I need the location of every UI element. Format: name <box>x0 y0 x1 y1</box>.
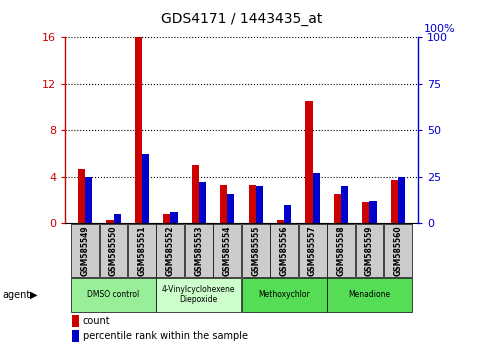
Bar <box>128 224 156 277</box>
Bar <box>78 169 85 223</box>
Bar <box>106 220 114 223</box>
Bar <box>334 194 341 223</box>
Text: GSM585552: GSM585552 <box>166 225 175 276</box>
Bar <box>72 330 79 342</box>
Bar <box>249 185 256 223</box>
Text: GSM585549: GSM585549 <box>81 225 90 276</box>
Bar <box>284 205 291 223</box>
Bar <box>185 224 213 277</box>
Text: GSM585560: GSM585560 <box>393 225 402 276</box>
Text: GSM585558: GSM585558 <box>337 225 345 276</box>
Bar <box>277 220 284 223</box>
Bar <box>305 101 313 223</box>
Text: GSM585550: GSM585550 <box>109 225 118 276</box>
Text: percentile rank within the sample: percentile rank within the sample <box>83 331 248 341</box>
Text: GSM585554: GSM585554 <box>223 225 232 276</box>
Bar <box>192 165 199 223</box>
Text: GDS4171 / 1443435_at: GDS4171 / 1443435_at <box>161 12 322 27</box>
Bar <box>355 224 384 277</box>
Text: Menadione: Menadione <box>348 290 391 299</box>
Bar <box>227 194 234 223</box>
Bar <box>220 185 227 223</box>
Text: GSM585555: GSM585555 <box>251 225 260 276</box>
Bar <box>298 224 327 277</box>
Text: 4-Vinylcyclohexene
Diepoxide: 4-Vinylcyclohexene Diepoxide <box>162 285 236 304</box>
Bar <box>142 154 149 223</box>
Bar <box>270 224 298 277</box>
Text: GSM585556: GSM585556 <box>280 225 289 276</box>
Bar <box>114 214 121 223</box>
Bar <box>256 186 263 223</box>
Bar <box>313 173 320 223</box>
Bar <box>163 214 170 223</box>
Bar <box>156 224 185 277</box>
Bar <box>327 224 355 277</box>
Bar <box>327 278 412 312</box>
Bar <box>71 278 156 312</box>
Bar <box>384 224 412 277</box>
Text: GSM585553: GSM585553 <box>194 225 203 276</box>
Bar <box>242 224 270 277</box>
Bar <box>99 224 128 277</box>
Bar <box>85 177 92 223</box>
Text: agent: agent <box>2 290 30 300</box>
Bar <box>341 186 348 223</box>
Text: Methoxychlor: Methoxychlor <box>258 290 310 299</box>
Bar <box>398 177 405 223</box>
Text: count: count <box>83 316 111 326</box>
Text: GSM585559: GSM585559 <box>365 225 374 276</box>
Text: GSM585557: GSM585557 <box>308 225 317 276</box>
Bar <box>369 201 377 223</box>
Bar <box>135 37 142 223</box>
Bar <box>72 315 79 327</box>
Bar <box>242 278 327 312</box>
Text: GSM585551: GSM585551 <box>138 225 146 276</box>
Bar <box>391 180 398 223</box>
Bar <box>170 212 178 223</box>
Bar <box>213 224 241 277</box>
Text: ▶: ▶ <box>30 290 38 300</box>
Bar <box>156 278 241 312</box>
Bar <box>71 224 99 277</box>
Text: 100%: 100% <box>424 24 455 34</box>
Bar <box>362 202 369 223</box>
Text: DMSO control: DMSO control <box>87 290 140 299</box>
Bar <box>199 182 206 223</box>
